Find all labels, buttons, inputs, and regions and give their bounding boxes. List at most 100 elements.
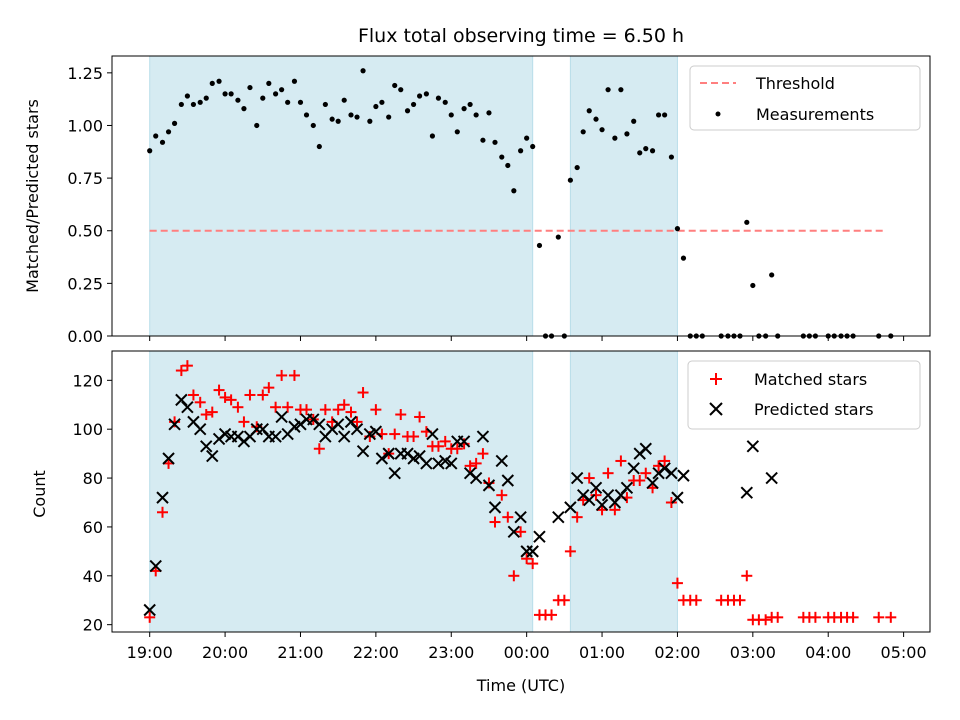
x-stroke-2 <box>671 491 684 504</box>
matched-star-point <box>671 577 683 589</box>
predicted-star-point <box>552 510 565 524</box>
matched-star-point <box>194 396 206 408</box>
measurement-point <box>674 226 681 232</box>
x-stroke-2 <box>275 410 288 424</box>
x-stroke-2 <box>388 466 401 480</box>
y-tick-label: 20 <box>83 616 103 635</box>
x-stroke-2 <box>187 415 200 429</box>
bottom-predicted-stars <box>143 393 778 617</box>
matched-star-point <box>470 457 482 469</box>
matched-star-point <box>873 611 885 623</box>
legend-measurements-swatch <box>715 111 721 117</box>
x-stroke-2 <box>646 476 659 490</box>
predicted-star-point <box>375 452 389 465</box>
y-tick-label: 0.00 <box>67 327 103 346</box>
matched-star-point <box>885 611 897 623</box>
bottom-panel: 20 40 60 80 100 120 19:00 20:00 21:00 22:00 23:00… <box>30 350 931 695</box>
x-stroke-2 <box>194 422 207 436</box>
y-tick-label: 0.50 <box>67 222 103 241</box>
matched-star-point <box>157 506 169 518</box>
matched-star-point <box>313 443 325 455</box>
measurement-point <box>348 112 354 118</box>
x-stroke-2 <box>507 525 521 539</box>
predicted-star-point <box>313 418 326 431</box>
measurement-point <box>655 112 662 118</box>
x-tick-label: 00:00 <box>504 643 550 662</box>
x-stroke-2 <box>469 471 483 485</box>
x-stroke-2 <box>627 462 640 475</box>
matched-star-point <box>515 526 527 538</box>
measurement-point <box>335 118 341 124</box>
x-axis-label: Time (UTC) <box>476 676 565 695</box>
bottom-legend: Matched stars Predicted stars <box>687 360 921 430</box>
x-stroke-2 <box>501 474 515 487</box>
matched-star-point <box>809 611 821 623</box>
measurement-point <box>518 148 524 154</box>
predicted-star-point <box>206 449 219 463</box>
predicted-star-point <box>658 462 671 475</box>
matched-star-point <box>734 594 746 606</box>
predicted-star-point <box>382 447 395 460</box>
predicted-star-point <box>156 491 169 504</box>
x-stroke-2 <box>570 471 584 485</box>
measurement-point <box>254 122 260 129</box>
predicted-star-point <box>149 559 162 573</box>
x-stroke-2 <box>175 393 188 407</box>
matched-star-point <box>464 460 476 472</box>
matched-star-point <box>615 455 627 467</box>
matched-star-point <box>270 401 282 413</box>
x-tick-label: 01:00 <box>579 643 625 662</box>
measurement-point <box>429 133 436 139</box>
measurement-point <box>423 91 429 97</box>
predicted-star-point <box>469 471 483 485</box>
measurement-point <box>222 91 228 97</box>
measurement-point <box>285 99 291 105</box>
predicted-star-point <box>143 603 156 617</box>
y-tick-label: 1.25 <box>67 64 103 83</box>
x-stroke-2 <box>583 493 596 507</box>
matched-star-point <box>760 614 772 626</box>
predicted-star-point <box>740 486 754 499</box>
top-legend: Threshold Measurements <box>689 65 921 131</box>
matched-star-point <box>847 611 859 623</box>
x-stroke-2 <box>168 418 181 431</box>
predicted-star-point <box>426 427 439 441</box>
predicted-star-point <box>589 481 603 495</box>
x-stroke-2 <box>382 447 395 460</box>
predicted-star-point <box>432 457 445 470</box>
measurement-point <box>499 154 505 160</box>
x-stroke-2 <box>313 418 326 431</box>
measurement-point <box>247 84 253 91</box>
measurement-point <box>153 133 159 139</box>
predicted-star-point <box>495 454 508 468</box>
matched-star-point <box>583 472 595 484</box>
y-tick-label: 80 <box>83 469 103 488</box>
measurement-point <box>266 80 272 86</box>
shaded-span-1 <box>149 350 534 633</box>
matched-star-point <box>659 455 671 467</box>
measurement-point <box>235 97 241 103</box>
measurement-point <box>329 116 335 122</box>
matched-star-point <box>432 440 444 452</box>
matched-star-point <box>496 489 508 501</box>
measurement-point <box>511 188 517 194</box>
measurement-point <box>435 95 442 101</box>
x-stroke-2 <box>665 466 678 480</box>
measurement-point <box>228 91 234 97</box>
matched-star-point <box>232 401 244 413</box>
x-stroke-2 <box>639 442 652 455</box>
measurement-point <box>190 101 197 108</box>
top-y-ticks: 0.00 0.25 0.50 0.75 1.00 1.25 <box>67 64 112 346</box>
x-stroke-2 <box>488 501 502 514</box>
y-tick-label: 100 <box>72 420 103 439</box>
measurement-point <box>297 99 304 105</box>
predicted-star-point <box>194 422 207 436</box>
predicted-star-point <box>677 469 690 482</box>
measurement-point <box>398 87 404 93</box>
x-stroke-2 <box>269 430 282 443</box>
predicted-star-point <box>627 462 640 475</box>
measurement-point <box>461 106 467 112</box>
matched-star-point <box>282 401 294 413</box>
matched-star-point <box>257 389 269 401</box>
legend-measurements-label: Measurements <box>756 105 874 124</box>
